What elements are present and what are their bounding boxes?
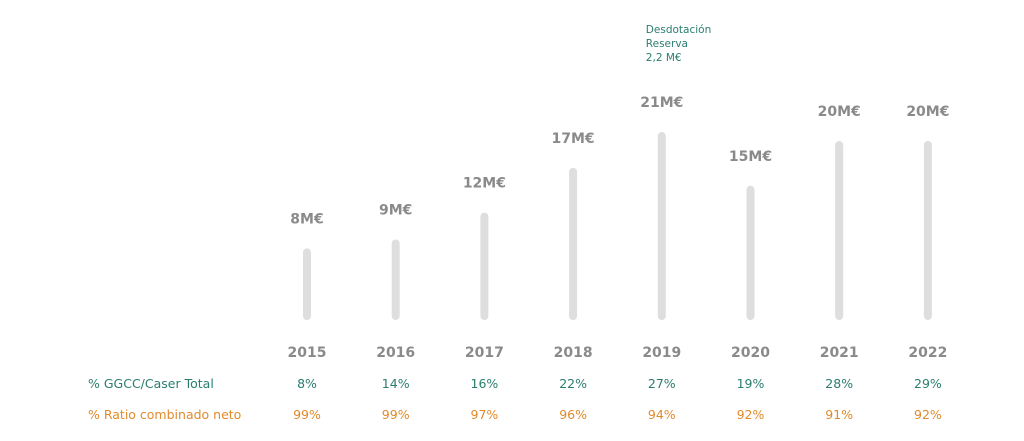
row-value-1-2018: 96% xyxy=(559,407,587,422)
value-label-2020: 15M€ xyxy=(729,149,772,165)
year-label-2018: 2018 xyxy=(554,345,593,361)
row-label-0: % GGCC/Caser Total xyxy=(88,376,214,391)
value-label-2017: 12M€ xyxy=(463,176,506,192)
value-label-2018: 17M€ xyxy=(552,131,595,147)
annotation-line-2: 2,2 M€ xyxy=(646,52,682,64)
bar-2020 xyxy=(746,185,755,320)
bar-2022 xyxy=(923,141,932,320)
bars xyxy=(303,132,932,320)
row-value-1-2022: 92% xyxy=(914,407,942,422)
row-value-1-2021: 91% xyxy=(825,407,853,422)
year-labels: 2015 2016 2017 2018 2019 2020 2021 2022 xyxy=(288,345,948,361)
row-value-0-2019: 27% xyxy=(648,376,676,391)
year-label-2022: 2022 xyxy=(908,345,947,361)
metric-rows: % GGCC/Caser Total 8% 14% 16% 22% 27% 19% 28% 29… xyxy=(88,376,942,422)
row-value-1-2017: 97% xyxy=(471,407,499,422)
annotation-line-0: Desdotación xyxy=(646,24,711,36)
row-value-1-2015: 99% xyxy=(293,407,321,422)
row-value-1-2016: 99% xyxy=(382,407,410,422)
value-label-2022: 20M€ xyxy=(906,104,949,120)
bar-2019 xyxy=(657,132,666,320)
row-value-0-2021: 28% xyxy=(825,376,853,391)
row-value-1-2020: 92% xyxy=(737,407,765,422)
year-label-2021: 2021 xyxy=(820,345,859,361)
annotation-line-1: Reserva xyxy=(646,38,688,50)
bar-2015 xyxy=(303,248,311,320)
row-value-0-2018: 22% xyxy=(559,376,587,391)
year-label-2019: 2019 xyxy=(642,345,681,361)
year-label-2020: 2020 xyxy=(731,345,770,361)
year-label-2017: 2017 xyxy=(465,345,504,361)
row-value-0-2015: 8% xyxy=(297,376,317,391)
bar-2016 xyxy=(391,239,400,320)
row-value-0-2020: 19% xyxy=(737,376,765,391)
value-label-2021: 20M€ xyxy=(818,104,861,120)
value-label-2019: 21M€ xyxy=(640,95,683,111)
value-label-2015: 8M€ xyxy=(290,211,323,227)
row-value-0-2022: 29% xyxy=(914,376,942,391)
bar-2021 xyxy=(835,141,844,320)
year-label-2015: 2015 xyxy=(288,345,327,361)
row-label-1: % Ratio combinado neto xyxy=(88,407,241,422)
year-label-2016: 2016 xyxy=(376,345,415,361)
bar-2018 xyxy=(569,167,578,320)
bar-2017 xyxy=(480,212,489,320)
row-value-0-2017: 16% xyxy=(471,376,499,391)
annotation: Desdotación Reserva 2,2 M€ xyxy=(646,24,711,64)
row-value-1-2019: 94% xyxy=(648,407,676,422)
value-label-2016: 9M€ xyxy=(379,202,412,218)
row-value-0-2016: 14% xyxy=(382,376,410,391)
value-labels: 8M€ 9M€ 12M€ 17M€ 21M€ 15M€ 20M€ 20M€ xyxy=(290,95,949,227)
